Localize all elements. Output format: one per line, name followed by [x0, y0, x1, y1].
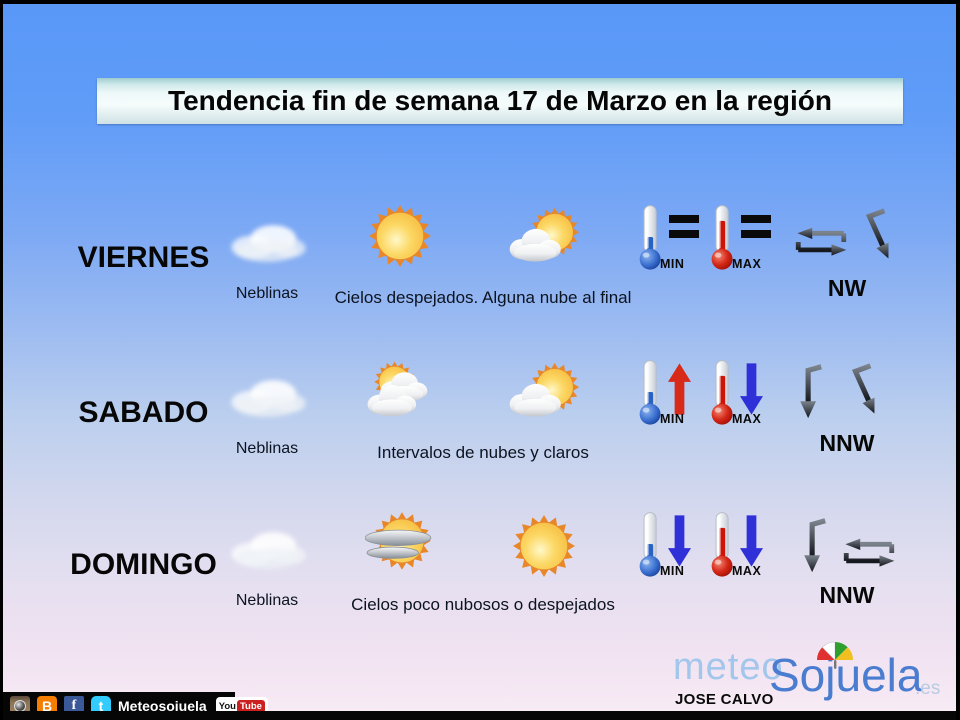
fog-label: Neblinas: [235, 592, 299, 609]
logo-tld-text: .es: [915, 678, 941, 699]
fog-label: Neblinas: [235, 285, 299, 302]
umbrella-icon: [815, 634, 855, 670]
sun-icon: [513, 515, 575, 577]
bottom-border: [3, 711, 956, 720]
wind-direction-label: NW: [827, 275, 867, 301]
wind-arrow-n-icon: [796, 362, 824, 420]
fog-label: Neblinas: [235, 440, 299, 457]
wind-direction-label: NNW: [819, 430, 875, 456]
max-label: MAX: [732, 257, 762, 271]
sky-description: Intervalos de nubes y claros: [377, 443, 589, 462]
max-temp-indicator: MAX: [704, 203, 778, 287]
max-temp-indicator: MAX: [704, 358, 778, 442]
wind-arrow-n-icon: [800, 516, 828, 574]
steady-trend-icon: [669, 215, 699, 245]
forecast-row-domingo: DOMINGO Neblinas Cielos poco nubosos o d…: [3, 506, 956, 624]
steady-trend-icon: [741, 215, 771, 245]
sun-high-clouds-icon: [365, 510, 439, 578]
sky-description: Cielos poco nubosos o despejados: [351, 595, 615, 614]
forecast-canvas: Tendencia fin de semana 17 de Marzo en l…: [3, 4, 956, 720]
youtube-you-text: You: [218, 700, 236, 712]
max-temp-indicator: MAX: [704, 510, 778, 594]
wind-direction-label: NNW: [819, 582, 875, 608]
rising-trend-icon: [668, 362, 691, 416]
day-label: SABADO: [78, 396, 209, 429]
social-handle: Meteosojuela: [118, 698, 207, 714]
min-temp-indicator: MIN: [632, 358, 706, 442]
sun-behind-cloud-icon: [507, 361, 581, 427]
author-name: JOSE CALVO: [675, 691, 774, 708]
sky-description: Cielos despejados. Alguna nube al final: [334, 288, 632, 307]
day-label: DOMINGO: [70, 548, 217, 581]
max-label: MAX: [732, 564, 762, 578]
min-label: MIN: [660, 412, 685, 426]
min-label: MIN: [660, 257, 685, 271]
title-banner: Tendencia fin de semana 17 de Marzo en l…: [97, 78, 903, 124]
wind-arrow-nw-icon: [855, 207, 897, 265]
forecast-row-viernes: VIERNES Neblinas Cielos despejados. Algu…: [3, 199, 956, 317]
min-temp-indicator: MIN: [632, 510, 706, 594]
fog-cloud-icon: [221, 211, 313, 275]
min-label: MIN: [660, 564, 685, 578]
clouds-with-sun-icon: [365, 358, 439, 426]
logo-meteo-text: meteo: [673, 646, 784, 688]
wind-arrow-nw-icon: [841, 362, 883, 420]
page-title: Tendencia fin de semana 17 de Marzo en l…: [168, 85, 832, 116]
meteosojuela-logo: meteo Sojuela .es: [663, 646, 953, 716]
max-label: MAX: [732, 412, 762, 426]
youtube-badge[interactable]: You Tube: [215, 697, 268, 715]
min-temp-indicator: MIN: [632, 203, 706, 287]
sun-icon: [369, 205, 431, 267]
falling-trend-icon: [668, 514, 691, 568]
youtube-tube-text: Tube: [236, 699, 265, 713]
wind-variable-loop-icon: [841, 536, 897, 570]
wind-variable-loop-icon: [793, 225, 849, 259]
falling-trend-icon: [740, 514, 763, 568]
sun-behind-cloud-icon: [507, 206, 581, 272]
day-label: VIERNES: [77, 241, 210, 274]
fog-cloud-icon: [221, 366, 313, 430]
fog-cloud-icon: [221, 518, 313, 582]
falling-trend-icon: [740, 362, 763, 416]
forecast-row-sabado: SABADO Neblinas Intervalos de nubes y cl…: [3, 354, 956, 472]
